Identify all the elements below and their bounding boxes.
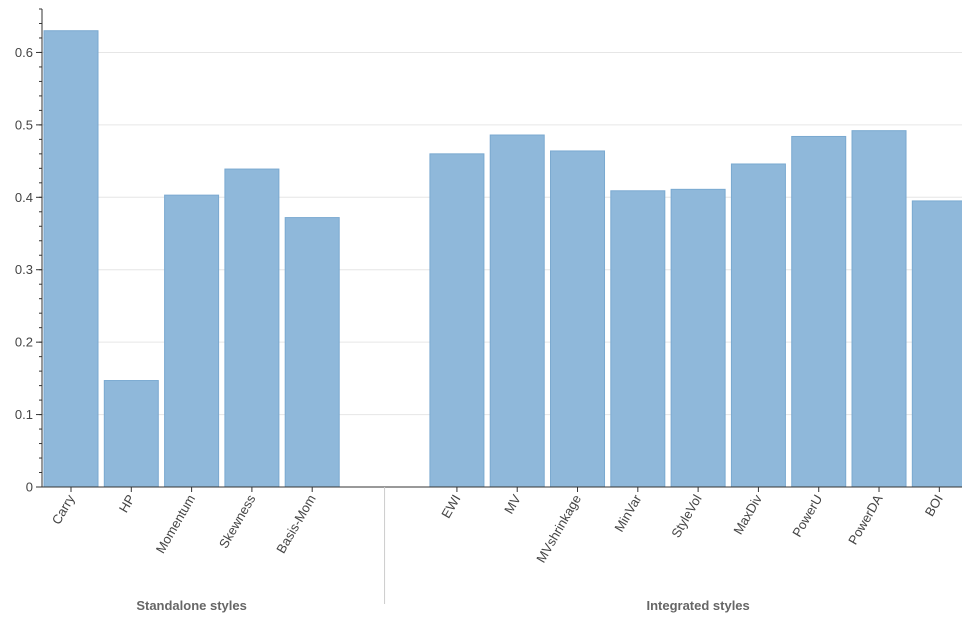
x-tick-label-boi: BOI: [922, 492, 946, 519]
x-tick-label-hp: HP: [116, 492, 138, 515]
y-axis-ticks: 0 0.1 0.2 0.3 0.4 0.5 0.6: [15, 8, 42, 495]
x-tick-label-powerda: PowerDA: [845, 492, 886, 547]
x-tick-label-stylevol: StyleVol: [668, 492, 705, 540]
bar-ewi: [429, 153, 485, 488]
x-tick-label-momentum: Momentum: [153, 492, 199, 556]
bar-carry: [43, 30, 99, 488]
bar-skewness: [224, 168, 280, 488]
bar-hp: [103, 380, 159, 488]
axes: [41, 9, 962, 488]
group-label-standalone-styles: Standalone styles: [136, 598, 247, 613]
x-tick-label-ewi: EWI: [438, 492, 463, 521]
x-tick-label-poweru: PowerU: [789, 492, 825, 540]
x-axis-category-labels: Carry HP Momentum Skewness Basis-Mom EWI MV MVs…: [49, 487, 946, 565]
bar-momentum: [164, 194, 220, 488]
bar-poweru: [791, 135, 847, 488]
y-tick-label: 0.2: [15, 335, 33, 350]
x-axis-group-labels: Standalone styles Integrated styles: [136, 487, 750, 613]
group-label-integrated-styles: Integrated styles: [646, 598, 749, 613]
y-tick-label: 0: [26, 480, 33, 495]
x-tick-label-maxdiv: MaxDiv: [730, 492, 765, 537]
x-tick-label-carry: Carry: [49, 492, 78, 527]
bar-basis-mom: [284, 217, 340, 488]
bar-maxdiv: [730, 163, 786, 488]
bar-mvshrinkage: [550, 150, 606, 488]
bar-mv: [489, 134, 545, 488]
x-tick-label-minvar: MinVar: [611, 491, 644, 534]
bar-powerda: [851, 130, 907, 488]
y-tick-label: 0.6: [15, 45, 33, 60]
bar-minvar: [610, 190, 666, 488]
x-tick-label-basis-mom: Basis-Mom: [273, 492, 318, 556]
y-tick-label: 0.1: [15, 407, 33, 422]
y-tick-label: 0.4: [15, 190, 33, 205]
x-tick-label-mvshrinkage: MVshrinkage: [533, 492, 584, 565]
y-tick-label: 0.3: [15, 262, 33, 277]
x-tick-label-skewness: Skewness: [216, 492, 259, 551]
bar-stylevol: [670, 188, 726, 488]
x-tick-label-mv: MV: [501, 492, 524, 517]
y-tick-label: 0.5: [15, 117, 33, 132]
bar-boi: [911, 200, 962, 488]
bars: [43, 30, 962, 488]
